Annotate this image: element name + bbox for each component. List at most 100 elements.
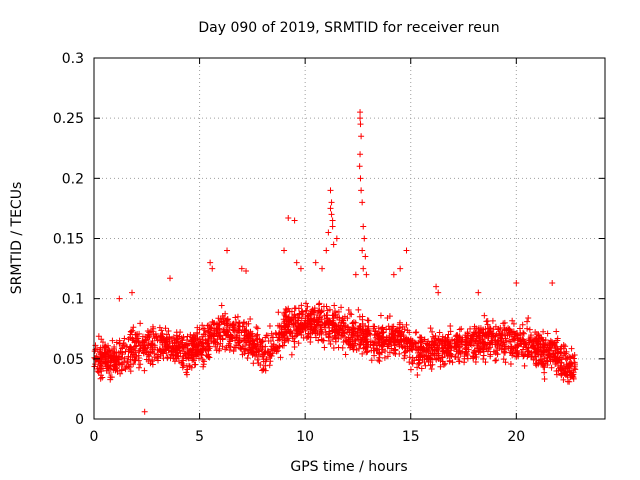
- data-point: [286, 321, 293, 328]
- data-point: [497, 332, 504, 339]
- data-point: [377, 312, 384, 319]
- data-point: [136, 347, 143, 354]
- data-point: [305, 315, 312, 322]
- data-point: [374, 331, 381, 338]
- data-point: [291, 312, 298, 319]
- data-point: [337, 322, 344, 329]
- data-point: [149, 328, 156, 335]
- data-point: [452, 354, 459, 361]
- data-point: [151, 350, 158, 357]
- data-point: [135, 352, 142, 359]
- data-point: [121, 335, 128, 342]
- data-point: [236, 323, 243, 330]
- data-point: [220, 314, 227, 321]
- data-point: [244, 355, 251, 362]
- data-point: [470, 355, 477, 362]
- data-point: [352, 328, 359, 335]
- data-point: [218, 302, 225, 309]
- data-point: [220, 326, 227, 333]
- data-point: [112, 363, 119, 370]
- data-point: [521, 352, 528, 359]
- data-point: [444, 345, 451, 352]
- data-point: [333, 327, 340, 334]
- data-point: [423, 345, 430, 352]
- data-point: [96, 369, 103, 376]
- data-point: [310, 327, 317, 334]
- data-point: [162, 343, 169, 350]
- data-point: [552, 354, 559, 361]
- y-tick-label: 0.2: [62, 171, 84, 187]
- data-point: [99, 374, 106, 381]
- data-point: [312, 259, 319, 266]
- data-point: [533, 348, 540, 355]
- data-point: [570, 375, 577, 382]
- data-point: [458, 325, 465, 332]
- data-point: [132, 331, 139, 338]
- data-point: [528, 353, 535, 360]
- data-point: [357, 323, 364, 330]
- data-point: [482, 359, 489, 366]
- y-tick-label: 0.15: [53, 232, 84, 248]
- data-point: [376, 358, 383, 365]
- data-point: [286, 308, 293, 315]
- data-point: [226, 347, 233, 354]
- data-point: [532, 353, 539, 360]
- data-point: [566, 354, 573, 361]
- data-point: [397, 338, 404, 345]
- data-point: [517, 338, 524, 345]
- data-point: [513, 344, 520, 351]
- data-point: [363, 343, 370, 350]
- data-point: [210, 320, 217, 327]
- data-point: [216, 345, 223, 352]
- data-point: [95, 333, 102, 340]
- data-point: [328, 211, 335, 218]
- data-point: [137, 361, 144, 368]
- data-point: [226, 322, 233, 329]
- data-point: [149, 346, 156, 353]
- data-point: [541, 375, 548, 382]
- data-point: [223, 331, 230, 338]
- data-point: [427, 344, 434, 351]
- data-point: [519, 346, 526, 353]
- data-point: [418, 334, 425, 341]
- data-point: [363, 349, 370, 356]
- data-point: [375, 357, 382, 364]
- data-point: [540, 328, 547, 335]
- data-point: [266, 323, 273, 330]
- data-point: [440, 348, 447, 355]
- data-point: [287, 316, 294, 323]
- x-tick-label: 20: [507, 429, 525, 445]
- data-point: [429, 333, 436, 340]
- data-point: [502, 349, 509, 356]
- data-point: [436, 341, 443, 348]
- data-point: [244, 334, 251, 341]
- data-point: [216, 329, 223, 336]
- data-point: [571, 363, 578, 370]
- data-point: [141, 367, 148, 374]
- data-point: [435, 347, 442, 354]
- data-point: [230, 348, 237, 355]
- data-point: [254, 325, 261, 332]
- data-point: [381, 338, 388, 345]
- data-point: [240, 319, 247, 326]
- data-point: [152, 330, 159, 337]
- data-point: [251, 340, 258, 347]
- data-point: [122, 342, 129, 349]
- data-point: [208, 325, 215, 332]
- data-point: [402, 345, 409, 352]
- data-points: [91, 109, 579, 415]
- data-point: [250, 360, 257, 367]
- data-point: [479, 333, 486, 340]
- data-point: [487, 325, 494, 332]
- data-point: [419, 356, 426, 363]
- x-tick-label: 15: [402, 429, 420, 445]
- data-point: [471, 348, 478, 355]
- data-point: [260, 366, 267, 373]
- data-point: [359, 326, 366, 333]
- data-point: [264, 332, 271, 339]
- data-point: [164, 354, 171, 361]
- data-point: [507, 360, 514, 367]
- data-point: [178, 359, 185, 366]
- data-point: [408, 337, 415, 344]
- data-point: [349, 325, 356, 332]
